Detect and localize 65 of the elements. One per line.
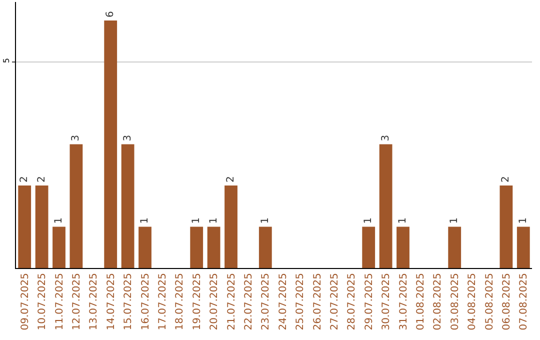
x-tick-label: 09.07.2025: [20, 273, 31, 330]
x-tick-label: 27.07.2025: [329, 273, 340, 330]
data-label: 1: [449, 217, 460, 224]
data-label: 3: [70, 134, 82, 142]
x-tick-label: 13.07.2025: [88, 273, 100, 330]
bar: [224, 186, 238, 268]
y-tick-label: 5: [2, 58, 11, 64]
x-tick-label: 07.08.2025: [518, 273, 530, 330]
x-tick-label: 04.08.2025: [467, 273, 478, 330]
data-label: 3: [122, 134, 134, 142]
bar: [35, 186, 48, 268]
x-tick-label: 30.07.2025: [381, 273, 392, 330]
x-tick-label: 23.07.2025: [260, 273, 272, 330]
bar: [18, 186, 32, 268]
data-label: 2: [226, 176, 236, 183]
x-tick-label: 21.07.2025: [226, 273, 238, 330]
x-tick-label: 16.07.2025: [140, 273, 152, 330]
x-tick-label: 10.07.2025: [37, 273, 48, 330]
x-tick-label: 25.07.2025: [295, 273, 306, 330]
x-tick-label: 28.07.2025: [346, 273, 358, 330]
x-tick-label: 15.07.2025: [123, 273, 134, 330]
x-tick-label: 06.08.2025: [501, 273, 512, 330]
x-tick-label: 18.07.2025: [174, 273, 186, 330]
bar: [70, 144, 83, 268]
bar: [362, 226, 376, 268]
data-label: 1: [363, 217, 374, 224]
x-tick-label: 14.07.2025: [106, 273, 117, 330]
x-tick-label: 12.07.2025: [71, 273, 82, 330]
bar: [190, 226, 204, 268]
x-tick-label: 24.07.2025: [278, 273, 289, 330]
bar: [516, 226, 530, 268]
bar: [396, 226, 410, 268]
data-label: 2: [500, 176, 512, 183]
data-label: 3: [380, 134, 392, 142]
bar: [258, 226, 272, 268]
x-tick-label: 01.08.2025: [415, 273, 426, 330]
data-label: 1: [140, 217, 150, 224]
x-tick-label: 02.08.2025: [432, 273, 444, 330]
data-label: 1: [398, 217, 408, 224]
data-label: 1: [208, 217, 220, 224]
x-tick-label: 31.07.2025: [398, 273, 410, 330]
bar: [138, 226, 152, 268]
bar: [52, 226, 66, 268]
x-tick-label: 05.08.2025: [484, 273, 496, 330]
data-label: 6: [105, 11, 116, 18]
bar: [207, 226, 220, 268]
bar: [379, 144, 392, 268]
data-label: 1: [54, 217, 64, 224]
bar: [121, 144, 134, 268]
data-label: 1: [191, 217, 202, 224]
x-tick-label: 03.08.2025: [450, 273, 461, 330]
x-tick-label: 29.07.2025: [364, 273, 375, 330]
bar: [500, 186, 513, 268]
data-label: 2: [36, 176, 48, 183]
bar: [104, 20, 118, 268]
data-label: 2: [19, 176, 30, 183]
x-tick-label: 19.07.2025: [192, 273, 203, 330]
x-tick-label: 20.07.2025: [209, 273, 220, 330]
x-tick-label: 11.07.2025: [54, 273, 66, 330]
data-label: 1: [518, 217, 529, 224]
bar: [448, 226, 462, 268]
x-tick-label: 22.07.2025: [243, 273, 254, 330]
data-label: 1: [260, 217, 271, 224]
x-tick-label: 17.07.2025: [157, 273, 168, 330]
x-tick-label: 26.07.2025: [312, 273, 324, 330]
